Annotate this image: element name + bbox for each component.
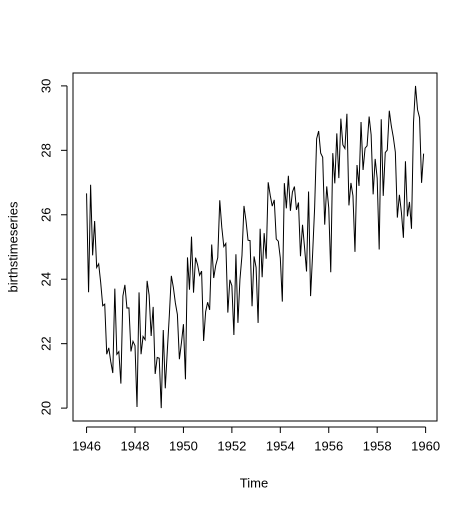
- y-tick-label: 20: [38, 401, 53, 415]
- y-tick-label: 24: [38, 272, 53, 286]
- plot-frame: [72, 72, 438, 422]
- x-axis-label: Time: [240, 475, 268, 490]
- y-tick-label: 30: [38, 79, 53, 93]
- x-tick-label: 1948: [121, 438, 150, 453]
- x-tick-label: 1960: [411, 438, 440, 453]
- x-tick-label: 1954: [266, 438, 295, 453]
- x-tick-label: 1956: [314, 438, 343, 453]
- y-tick-label: 28: [38, 143, 53, 157]
- x-tick-label: 1946: [72, 438, 101, 453]
- y-tick-label: 26: [38, 208, 53, 222]
- y-axis-label: birthstimeseries: [5, 201, 20, 293]
- x-tick-label: 1952: [217, 438, 246, 453]
- series-line: [86, 85, 425, 409]
- x-tick-label: 1950: [169, 438, 198, 453]
- y-tick-label: 22: [38, 336, 53, 350]
- x-tick-label: 1958: [363, 438, 392, 453]
